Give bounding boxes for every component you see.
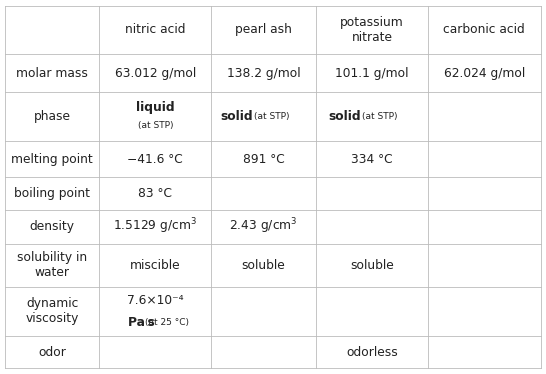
Text: 891 °C: 891 °C bbox=[243, 153, 284, 166]
Text: (at STP): (at STP) bbox=[362, 112, 397, 121]
Text: 1.5129 g/cm$^{3}$: 1.5129 g/cm$^{3}$ bbox=[114, 217, 197, 236]
Text: pearl ash: pearl ash bbox=[235, 24, 292, 36]
Text: (at 25 °C): (at 25 °C) bbox=[145, 318, 188, 327]
Text: soluble: soluble bbox=[350, 259, 394, 272]
Text: liquid: liquid bbox=[136, 101, 175, 114]
Text: odorless: odorless bbox=[346, 346, 398, 359]
Text: boiling point: boiling point bbox=[14, 187, 90, 200]
Text: 83 °C: 83 °C bbox=[138, 187, 173, 200]
Text: density: density bbox=[30, 220, 75, 233]
Text: solid: solid bbox=[221, 110, 253, 123]
Text: 101.1 g/mol: 101.1 g/mol bbox=[335, 67, 409, 80]
Text: 63.012 g/mol: 63.012 g/mol bbox=[115, 67, 196, 80]
Text: molar mass: molar mass bbox=[16, 67, 88, 80]
Text: carbonic acid: carbonic acid bbox=[443, 24, 525, 36]
Text: nitric acid: nitric acid bbox=[125, 24, 186, 36]
Text: Pa s: Pa s bbox=[128, 316, 155, 329]
Text: odor: odor bbox=[38, 346, 66, 359]
Text: 7.6×10⁻⁴: 7.6×10⁻⁴ bbox=[127, 294, 183, 307]
Text: solid: solid bbox=[328, 110, 361, 123]
Text: potassium
nitrate: potassium nitrate bbox=[340, 16, 404, 44]
Text: melting point: melting point bbox=[11, 153, 93, 166]
Text: phase: phase bbox=[34, 110, 71, 123]
Text: 334 °C: 334 °C bbox=[351, 153, 393, 166]
Text: 62.024 g/mol: 62.024 g/mol bbox=[444, 67, 525, 80]
Text: soluble: soluble bbox=[242, 259, 286, 272]
Text: miscible: miscible bbox=[130, 259, 181, 272]
Text: solubility in
water: solubility in water bbox=[17, 251, 87, 279]
Text: (at STP): (at STP) bbox=[254, 112, 290, 121]
Text: −41.6 °C: −41.6 °C bbox=[127, 153, 183, 166]
Text: 138.2 g/mol: 138.2 g/mol bbox=[227, 67, 300, 80]
Text: 2.43 g/cm$^{3}$: 2.43 g/cm$^{3}$ bbox=[229, 217, 298, 236]
Text: (at STP): (at STP) bbox=[138, 121, 173, 130]
Text: dynamic
viscosity: dynamic viscosity bbox=[26, 297, 79, 325]
